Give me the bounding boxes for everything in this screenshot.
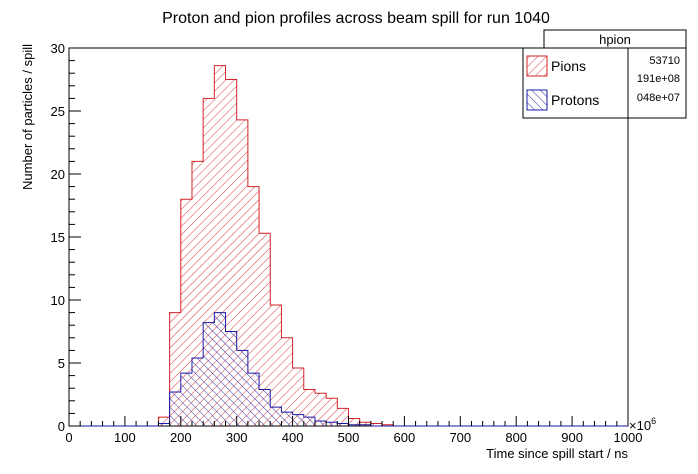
stats-box-title: hpion — [599, 32, 631, 47]
x-tick-label: 400 — [282, 430, 304, 445]
pions-bar-11 — [191, 161, 204, 426]
pions-bar-23 — [326, 398, 338, 426]
stats-stddev: 048e+07 — [637, 92, 680, 104]
proton-bars — [158, 312, 371, 426]
x-tick-label: 200 — [170, 430, 192, 445]
pions-bar-9 — [169, 312, 181, 426]
protons-bar-19 — [281, 412, 293, 426]
pions-bar-24 — [337, 408, 349, 426]
pions-bar-8 — [158, 417, 170, 426]
pions-bar-26 — [359, 422, 371, 426]
pions-bar-10 — [180, 199, 192, 426]
pions-bar-25 — [348, 418, 360, 426]
protons-bar-24 — [337, 423, 349, 426]
pions-bar-28 — [382, 424, 394, 426]
protons-bar-21 — [303, 417, 315, 426]
pions-bar-12 — [203, 98, 215, 427]
protons-bar-13 — [214, 312, 226, 426]
pion-bars — [158, 65, 394, 427]
protons-bar-17 — [259, 389, 271, 426]
pions-bar-15 — [236, 119, 248, 426]
y-tick-label: 0 — [58, 419, 65, 434]
x-tick-label: 800 — [505, 430, 527, 445]
pions-bar-16 — [247, 186, 260, 426]
pions-bar-18 — [270, 305, 282, 426]
protons-bar-25 — [348, 424, 360, 426]
protons-bar-14 — [225, 331, 237, 426]
y-tick-label: 15 — [51, 230, 65, 245]
protons-bar-26 — [359, 424, 371, 426]
protons-bar-15 — [236, 350, 248, 426]
protons-bar-18 — [270, 407, 282, 426]
legend-swatch-pions — [526, 55, 548, 77]
protons-bar-11 — [191, 357, 204, 426]
histogram-outlines — [69, 65, 628, 427]
x-tick-label: 300 — [226, 430, 248, 445]
legend: Pions Protons — [522, 47, 629, 119]
pions-bar-17 — [259, 233, 271, 426]
y-tick-label: 20 — [51, 167, 65, 182]
x-tick-label: 700 — [449, 430, 471, 445]
x-tick-label: 500 — [338, 430, 360, 445]
stats-entries: 53710 — [649, 55, 680, 67]
pions-outline — [69, 65, 628, 427]
protons-bar-22 — [314, 420, 327, 426]
legend-label-pions: Pions — [551, 58, 586, 74]
y-axis-label: Number of particles / spill — [20, 44, 35, 190]
x-axis-multiplier: ×106 — [629, 416, 656, 433]
x-axis-ticks: 0 100 200 300 400 500 600 700 800 900 1000 — [65, 416, 642, 445]
protons-outline — [69, 312, 628, 427]
pions-bar-20 — [292, 368, 304, 426]
pions-bar-14 — [225, 79, 237, 426]
stats-mean: 191e+08 — [637, 73, 680, 85]
protons-bar-16 — [247, 373, 260, 426]
x-tick-label: 0 — [65, 430, 72, 445]
x-tick-label: 600 — [394, 430, 416, 445]
x-axis-label: Time since spill start / ns — [486, 446, 628, 461]
pions-bar-22 — [314, 393, 327, 426]
protons-bar-8 — [158, 423, 170, 426]
x-tick-label: 900 — [561, 430, 583, 445]
y-tick-label: 30 — [51, 41, 65, 56]
y-tick-label: 5 — [58, 356, 65, 371]
protons-bar-10 — [180, 373, 192, 426]
pions-bar-19 — [281, 337, 293, 426]
protons-bar-20 — [292, 414, 304, 426]
x-tick-label: 1000 — [614, 430, 643, 445]
legend-swatch-protons — [526, 89, 548, 111]
protons-bar-23 — [326, 422, 338, 426]
protons-bar-9 — [169, 391, 181, 426]
y-tick-label: 25 — [51, 104, 65, 119]
chart-title: Proton and pion profiles across beam spi… — [162, 10, 550, 27]
pions-bar-13 — [214, 65, 226, 426]
pions-bar-21 — [303, 389, 315, 426]
legend-label-protons: Protons — [551, 92, 599, 108]
y-tick-label: 10 — [51, 293, 65, 308]
y-axis-ticks: 0 5 10 15 20 25 30 — [51, 41, 81, 434]
x-tick-label: 100 — [114, 430, 136, 445]
pions-bar-27 — [370, 423, 383, 426]
protons-bar-12 — [203, 322, 215, 426]
